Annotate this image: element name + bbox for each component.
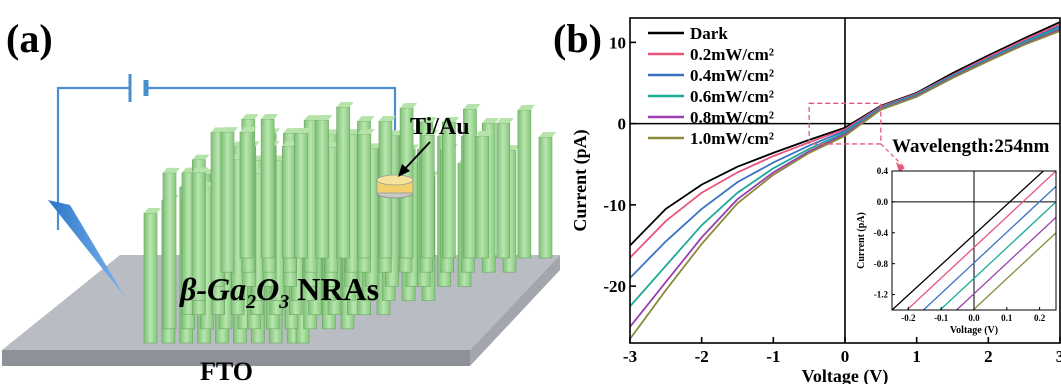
nanorod bbox=[220, 131, 235, 273]
legend: Dark 0.2mW/cm² 0.4mW/cm² 0.6mW/cm² 0.8mW/cm²… bbox=[648, 24, 774, 148]
zoom-region-box bbox=[808, 102, 882, 145]
nanorod-top bbox=[400, 103, 418, 108]
legend-label: 0.4mW/cm² bbox=[690, 66, 774, 85]
nanorod bbox=[143, 212, 158, 344]
nanorod bbox=[442, 121, 456, 259]
nanorod-top bbox=[144, 208, 161, 213]
nanorod bbox=[420, 134, 435, 259]
x-tick-label: 0.0 bbox=[968, 313, 980, 323]
series-line bbox=[892, 171, 1045, 310]
nanorod bbox=[260, 118, 275, 259]
probe-tip-icon bbox=[48, 200, 125, 297]
panel-a-label: (a) bbox=[6, 16, 53, 61]
legend-label: 1.0mW/cm² bbox=[690, 129, 774, 148]
y-tick-label: -20 bbox=[603, 277, 626, 296]
zoom-arrowhead bbox=[896, 162, 905, 172]
legend-label: Dark bbox=[690, 24, 728, 43]
nanorod-top bbox=[357, 116, 375, 122]
zoom-connector bbox=[880, 143, 906, 169]
y-tick-label: 0.4 bbox=[877, 166, 889, 176]
arrow-icon bbox=[398, 141, 431, 177]
x-tick-label: 0.1 bbox=[1001, 313, 1013, 323]
nanorod-top bbox=[192, 154, 210, 160]
nanorod-top bbox=[539, 132, 556, 137]
nanorod bbox=[294, 132, 308, 259]
nanorod bbox=[239, 131, 254, 259]
nanorod-top bbox=[294, 128, 312, 133]
nanorod-top bbox=[240, 127, 257, 132]
nanorod-top bbox=[378, 116, 396, 121]
x-tick-label: -3 bbox=[623, 347, 637, 366]
y-tick-label: 0 bbox=[618, 115, 627, 134]
electrode-label: Ti/Au bbox=[410, 114, 470, 140]
y-tick-label: -0.8 bbox=[874, 259, 889, 269]
legend-label: 0.6mW/cm² bbox=[690, 87, 774, 106]
x-tick-label: -2 bbox=[695, 347, 709, 366]
series-line bbox=[922, 185, 1056, 310]
y-tick-label: -1.2 bbox=[874, 290, 889, 300]
x-tick-label: 0 bbox=[841, 347, 850, 366]
x-axis-title: Voltage (V) bbox=[802, 366, 889, 384]
y-tick-label: -10 bbox=[603, 196, 626, 215]
y-tick-label: 0.0 bbox=[877, 197, 889, 207]
x-tick-label: -0.2 bbox=[901, 313, 916, 323]
y-tick-label: 10 bbox=[609, 33, 626, 52]
y-axis-title: Current (pA) bbox=[856, 212, 867, 269]
nanorod-top bbox=[241, 114, 259, 120]
substrate-label: FTO bbox=[200, 357, 253, 384]
ti-au-electrode bbox=[376, 174, 414, 199]
nanorod-top bbox=[442, 117, 460, 122]
series-line bbox=[939, 201, 1056, 310]
series-line bbox=[630, 21, 1060, 247]
nanorod-top bbox=[261, 114, 279, 119]
nanorod-label: β-Ga2O3 NRAs bbox=[179, 271, 379, 313]
x-tick-label: 2 bbox=[984, 347, 993, 366]
series-group bbox=[892, 171, 1056, 310]
nanorod bbox=[517, 109, 532, 259]
nanorod-top bbox=[475, 131, 493, 136]
series-line bbox=[630, 23, 1060, 259]
nanorod-top bbox=[163, 167, 180, 173]
series-line bbox=[955, 216, 1056, 310]
y-tick-label: -0.4 bbox=[874, 228, 889, 238]
battery-icon bbox=[128, 74, 149, 102]
x-tick-label: -1 bbox=[766, 347, 780, 366]
series-line bbox=[905, 171, 1056, 310]
nanorod-top bbox=[496, 118, 514, 123]
nanorod bbox=[496, 122, 511, 259]
nanorod-array bbox=[143, 102, 556, 344]
wavelength-annotation: Wavelength:254nm bbox=[892, 136, 1049, 157]
nanorod bbox=[357, 133, 372, 259]
nanorod bbox=[336, 106, 350, 259]
nanorod-top bbox=[482, 118, 500, 124]
nanorod bbox=[162, 172, 177, 330]
series-group bbox=[630, 21, 1060, 340]
x-tick-label: -0.1 bbox=[934, 313, 949, 323]
nanorod-top bbox=[421, 130, 439, 135]
x-tick-label: 1 bbox=[912, 347, 921, 366]
x-tick-label: 3 bbox=[1056, 347, 1061, 366]
nanorod-top bbox=[357, 129, 375, 134]
nanorod bbox=[475, 135, 489, 259]
nanorod-top bbox=[517, 105, 535, 110]
nanorod bbox=[538, 136, 553, 259]
nanorod bbox=[315, 119, 329, 259]
nanorod-top bbox=[315, 115, 333, 120]
nanorod bbox=[281, 145, 296, 259]
nanorod-top bbox=[463, 104, 481, 109]
legend-label: 0.8mW/cm² bbox=[690, 108, 774, 127]
legend-label: 0.2mW/cm² bbox=[690, 45, 774, 64]
x-tick-label: 0.2 bbox=[1034, 313, 1046, 323]
y-axis-title: Current (pA) bbox=[570, 129, 591, 231]
nanorod-top bbox=[192, 167, 209, 173]
panel-b-label: (b) bbox=[553, 16, 602, 61]
series-line bbox=[630, 30, 1060, 340]
nanorod-top bbox=[336, 102, 354, 107]
inset-chart: -0.2 -0.1 0.0 0.1 0.2 0.4 0.0 -0.4 -0.8 -1.2 Volta… bbox=[856, 166, 1057, 336]
x-axis-title: Voltage (V) bbox=[950, 325, 998, 336]
nanorod-top bbox=[221, 127, 238, 133]
nanorod-top bbox=[419, 117, 437, 123]
